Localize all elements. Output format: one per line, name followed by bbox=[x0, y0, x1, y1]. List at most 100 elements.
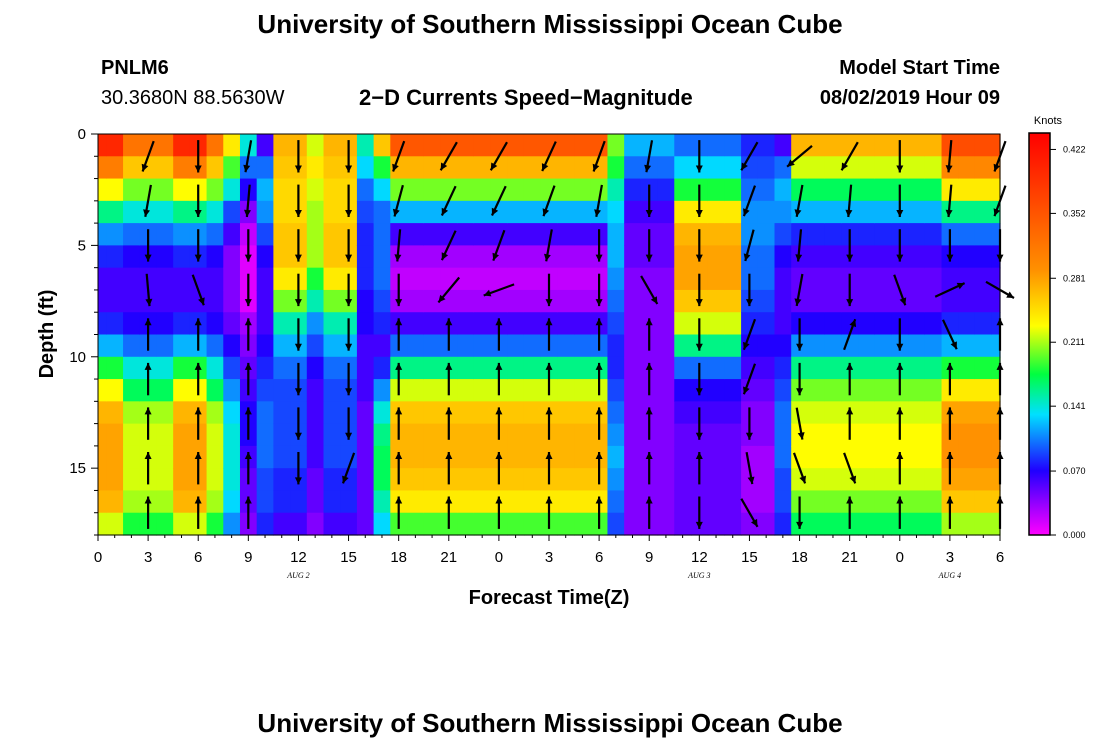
heatmap-cell bbox=[423, 134, 442, 157]
heatmap-cell bbox=[858, 490, 876, 514]
heatmap-cell bbox=[457, 401, 475, 425]
heatmap-cell bbox=[98, 156, 107, 180]
heatmap-cell bbox=[624, 178, 642, 202]
current-arrow bbox=[795, 229, 803, 262]
heatmap-cell bbox=[574, 356, 592, 380]
heatmap-cell bbox=[557, 379, 575, 402]
heatmap-cell bbox=[574, 267, 592, 291]
heatmap-cell bbox=[223, 356, 241, 380]
heatmap-cell bbox=[490, 267, 508, 291]
heatmap-cell bbox=[373, 245, 391, 269]
heatmap-cell bbox=[757, 334, 776, 358]
heatmap-cell bbox=[574, 490, 592, 514]
heatmap-cell bbox=[123, 379, 141, 402]
heatmap-cell bbox=[423, 468, 442, 492]
current-arrow bbox=[244, 229, 252, 262]
heatmap-cell bbox=[440, 178, 458, 202]
heatmap-cell bbox=[540, 156, 558, 180]
heatmap-cell bbox=[273, 334, 291, 358]
heatmap-cell bbox=[507, 334, 525, 358]
heatmap-cell bbox=[774, 445, 792, 469]
heatmap-cell bbox=[757, 401, 776, 425]
heatmap-cell bbox=[824, 156, 842, 180]
x-tick-label: 0 bbox=[896, 549, 904, 566]
heatmap-cell bbox=[624, 356, 642, 380]
heatmap-cell bbox=[908, 468, 926, 492]
heatmap-cell bbox=[156, 200, 174, 224]
heatmap-cell bbox=[323, 267, 341, 291]
heatmap-cell bbox=[707, 445, 725, 469]
heatmap-cell bbox=[657, 356, 675, 380]
heatmap-cell bbox=[640, 289, 659, 313]
heatmap-cell bbox=[407, 134, 425, 157]
heatmap-cell bbox=[807, 468, 826, 492]
heatmap-cell bbox=[523, 334, 542, 358]
heatmap-cell bbox=[156, 356, 174, 380]
heatmap-cell bbox=[707, 134, 725, 157]
heatmap-cell bbox=[473, 156, 492, 180]
colorbar-tick-label: 0.141 bbox=[1063, 401, 1086, 411]
heatmap-cell bbox=[106, 490, 124, 514]
heatmap-cell bbox=[757, 156, 776, 180]
heatmap-cell bbox=[557, 289, 575, 313]
heatmap-cell bbox=[874, 223, 893, 246]
heatmap-cell bbox=[574, 512, 592, 536]
heatmap-cell bbox=[908, 356, 926, 380]
heatmap-cell bbox=[473, 200, 492, 224]
heatmap-cell bbox=[473, 356, 492, 380]
heatmap-cell bbox=[306, 468, 325, 492]
current-arrow bbox=[341, 452, 356, 484]
heatmap-cell bbox=[323, 289, 341, 313]
heatmap-cell bbox=[624, 423, 642, 447]
current-arrow bbox=[244, 362, 252, 396]
heatmap-cell bbox=[223, 512, 241, 536]
current-arrow bbox=[141, 140, 155, 172]
heatmap-cell bbox=[624, 468, 642, 492]
heatmap-cell bbox=[991, 334, 1001, 358]
heatmap-cell bbox=[958, 200, 976, 224]
heatmap-cell bbox=[173, 512, 191, 536]
heatmap-cell bbox=[757, 223, 776, 246]
heatmap-cell bbox=[490, 134, 508, 157]
heatmap-cell bbox=[356, 134, 375, 157]
current-arrow bbox=[742, 363, 757, 395]
heatmap-cell bbox=[724, 512, 742, 536]
heatmap-cell bbox=[256, 156, 274, 180]
heatmap-cell bbox=[423, 490, 442, 514]
heatmap-cell bbox=[824, 423, 842, 447]
heatmap-cell bbox=[189, 267, 208, 291]
heatmap-cell bbox=[974, 312, 993, 336]
heatmap-cell bbox=[423, 401, 442, 425]
heatmap-cell bbox=[507, 134, 525, 157]
heatmap-cell bbox=[356, 490, 375, 514]
heatmap-cell bbox=[724, 267, 742, 291]
heatmap-cell bbox=[407, 379, 425, 402]
heatmap-cell bbox=[757, 312, 776, 336]
heatmap-cell bbox=[924, 423, 943, 447]
heatmap-cell bbox=[991, 245, 1001, 269]
current-arrow bbox=[345, 184, 353, 217]
heatmap-cell bbox=[440, 245, 458, 269]
heatmap-cell bbox=[707, 379, 725, 402]
heatmap-cell bbox=[473, 379, 492, 402]
x-tick-label: 18 bbox=[390, 549, 407, 566]
heatmap-cell bbox=[757, 134, 776, 157]
current-arrow bbox=[934, 282, 966, 298]
current-arrow bbox=[745, 407, 753, 440]
current-arrow bbox=[545, 407, 553, 440]
heatmap-cell bbox=[373, 312, 391, 336]
heatmap-cell bbox=[507, 401, 525, 425]
heatmap-cell bbox=[457, 200, 475, 224]
heatmap-cell bbox=[98, 200, 107, 224]
heatmap-cell bbox=[674, 468, 692, 492]
heatmap-cell bbox=[807, 401, 826, 425]
heatmap-cell bbox=[807, 223, 826, 246]
heatmap-cell bbox=[908, 178, 926, 202]
heatmap-cell bbox=[423, 356, 442, 380]
heatmap-cell bbox=[206, 468, 224, 492]
heatmap-cell bbox=[306, 490, 325, 514]
heatmap-cell bbox=[306, 200, 325, 224]
heatmap-cell bbox=[574, 445, 592, 469]
heatmap-cell bbox=[557, 223, 575, 246]
heatmap-cell bbox=[824, 468, 842, 492]
